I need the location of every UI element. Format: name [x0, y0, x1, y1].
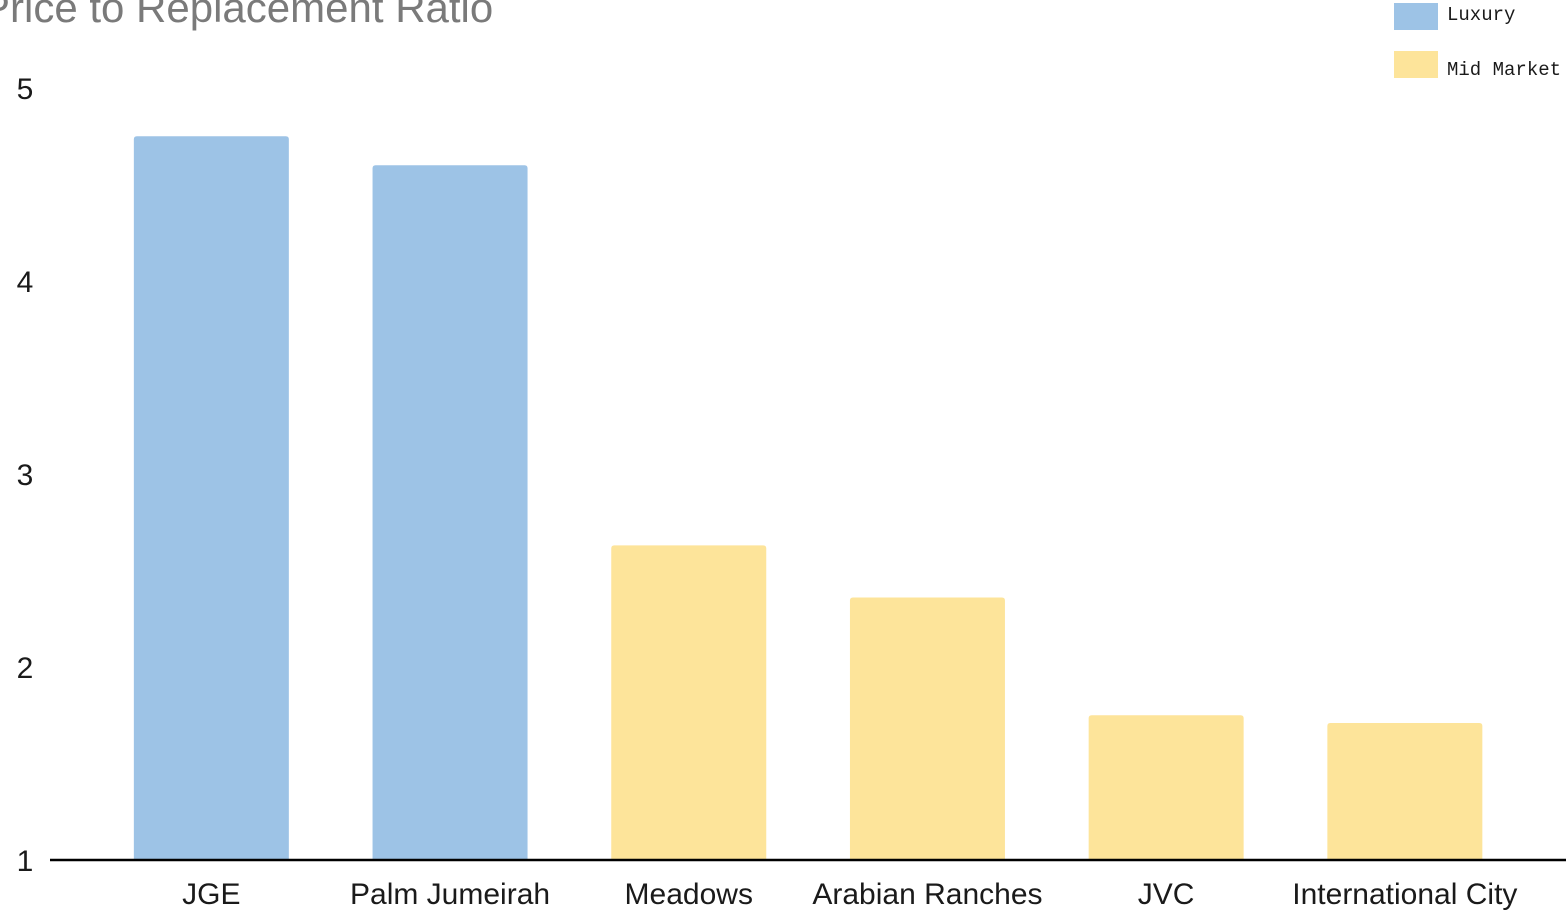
- x-axis-labels: JGE Palm Jumeirah Meadows Arabian Ranches JV…: [182, 878, 1517, 911]
- y-tick-label: 3: [17, 459, 34, 492]
- y-axis-ticks: 1 2 3 4 5: [17, 73, 34, 878]
- legend: Luxury Mid Market: [1394, 3, 1561, 81]
- y-tick-label: 2: [17, 652, 34, 685]
- legend-label: Luxury: [1447, 4, 1515, 26]
- x-tick-label: JVC: [1138, 878, 1195, 911]
- bar: [611, 545, 767, 860]
- bar: [849, 597, 1005, 860]
- x-tick-label: Meadows: [625, 878, 753, 911]
- bar: [372, 165, 528, 860]
- bar: [1327, 722, 1483, 860]
- x-tick-label: Arabian Ranches: [812, 878, 1042, 911]
- chart-title: Price to Replacement Ratio: [0, 0, 493, 31]
- y-tick-label: 1: [17, 845, 34, 878]
- x-tick-label: Palm Jumeirah: [350, 878, 550, 911]
- legend-label: Mid Market: [1447, 59, 1561, 81]
- bar: [1088, 715, 1244, 860]
- bar: [133, 136, 289, 860]
- legend-swatch: [1394, 51, 1438, 78]
- legend-swatch: [1394, 3, 1438, 30]
- x-tick-label: International City: [1292, 878, 1517, 911]
- y-tick-label: 5: [17, 73, 34, 106]
- y-tick-label: 4: [17, 266, 34, 299]
- bars: [133, 136, 1483, 860]
- x-tick-label: JGE: [182, 878, 240, 911]
